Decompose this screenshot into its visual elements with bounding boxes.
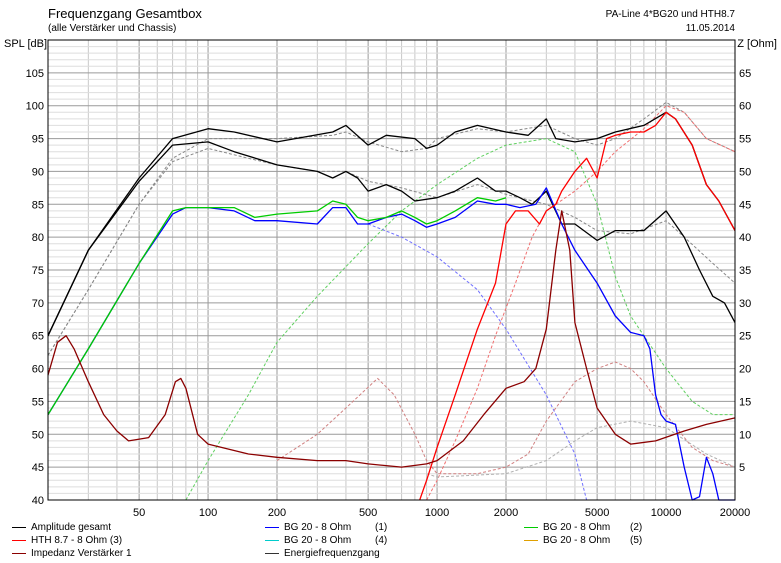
- series-line-lt_blue_dash: [367, 223, 588, 501]
- legend: Amplitude gesamt BG 20 - 8 Ohm (1) BG 20 …: [0, 519, 781, 563]
- legend-label: Amplitude gesamt: [31, 522, 112, 533]
- y-left-tick-label: 75: [32, 265, 44, 277]
- series-line-grey_dash_b: [47, 147, 736, 356]
- y-left-tick-label: 105: [26, 68, 44, 80]
- legend-item: Impedanz Verstärker 1: [12, 548, 132, 559]
- legend-item: HTH 8.7 - 8 Ohm (3): [12, 535, 122, 546]
- legend-item: Amplitude gesamt: [12, 522, 111, 533]
- x-tick-label: 100: [199, 507, 217, 519]
- x-tick-label: 5000: [585, 507, 609, 519]
- x-tick-label: 1000: [425, 507, 449, 519]
- legend-swatch: [265, 539, 279, 541]
- legend-label: HTH 8.7 - 8 Ohm (3): [31, 535, 123, 546]
- y-left-tick-label: 40: [32, 495, 44, 507]
- x-tick-label: 2000: [494, 507, 518, 519]
- series-line-lt_green_dash: [185, 138, 735, 501]
- legend-swatch: [12, 526, 26, 528]
- legend-item: BG 20 - 8 Ohm (2): [524, 522, 654, 533]
- y-left-tick-label: 65: [32, 331, 44, 343]
- y-right-tick-label: 25: [739, 331, 751, 343]
- legend-item: Energiefrequenzgang: [265, 548, 380, 559]
- x-tick-label: 50: [133, 507, 145, 519]
- series-line-amp_total_2: [47, 141, 736, 336]
- series-line-pink_dash_imp: [276, 361, 736, 475]
- y-left-tick-label: 50: [32, 429, 44, 441]
- series-line-hth87: [419, 111, 736, 501]
- y-left-tick-label: 70: [32, 298, 44, 310]
- x-tick-label: 200: [268, 507, 286, 519]
- y-left-tick-label: 55: [32, 396, 44, 408]
- legend-label: Energiefrequenzgang: [284, 548, 380, 559]
- y-right-tick-label: 20: [739, 364, 751, 376]
- y-right-tick-label: 55: [739, 134, 751, 146]
- series-line-lt_red_dash: [426, 105, 736, 501]
- legend-swatch: [265, 526, 279, 528]
- axis-labels: 50 100 200 500 1000 2000 5000 10000 20000 40 45 50 5…: [4, 38, 777, 519]
- y-left-tick-label: 45: [32, 462, 44, 474]
- legend-label: BG 20 - 8 Ohm: [284, 535, 352, 546]
- y-left-tick-label: 90: [32, 166, 44, 178]
- chart-info-line1: PA-Line 4*BG20 und HTH8.7: [605, 9, 735, 20]
- plot-frame: [47, 39, 736, 501]
- frequency-response-plot: 50 100 200 500 1000 2000 5000 10000 20000 40 45 50 5…: [4, 38, 777, 519]
- legend-item: BG 20 - 8 Ohm (1): [265, 522, 395, 533]
- y-right-tick-label: 50: [739, 166, 751, 178]
- y-right-tick-label: 15: [739, 396, 751, 408]
- legend-swatch: [12, 539, 26, 541]
- series-line-bg20_1: [47, 187, 735, 501]
- y-right-tick-label: 30: [739, 298, 751, 310]
- y-left-tick-label: 80: [32, 232, 44, 244]
- y-right-tick-label: 65: [739, 68, 751, 80]
- legend-label: BG 20 - 8 Ohm: [543, 535, 611, 546]
- series-line-grey_dash_low: [426, 420, 736, 478]
- y-right-tick-label: 40: [739, 232, 751, 244]
- legend-label: Impedanz Verstärker 1: [31, 548, 132, 559]
- legend-index: (2): [630, 522, 643, 533]
- y-right-tick-label: 35: [739, 265, 751, 277]
- y-left-axis-title: SPL [dB]: [4, 38, 47, 50]
- plot-grid: [48, 40, 735, 500]
- legend-item: BG 20 - 8 Ohm (5): [524, 535, 654, 546]
- y-left-tick-label: 95: [32, 134, 44, 146]
- legend-swatch: [12, 552, 26, 554]
- legend-index: (1): [375, 522, 388, 533]
- chart-info-line2: 11.05.2014: [685, 23, 735, 34]
- chart-title: Frequenzgang Gesamtbox: [48, 6, 202, 21]
- y-right-axis-title: Z [Ohm]: [737, 38, 777, 50]
- x-tick-label: 10000: [651, 507, 682, 519]
- legend-index: (4): [375, 535, 388, 546]
- legend-item: BG 20 - 8 Ohm (4): [265, 535, 395, 546]
- series-line-impedanz: [47, 210, 736, 468]
- y-left-tick-label: 100: [26, 101, 44, 113]
- legend-label: BG 20 - 8 Ohm: [284, 522, 352, 533]
- y-left-tick-label: 60: [32, 364, 44, 376]
- x-tick-label: 500: [359, 507, 377, 519]
- legend-index: (5): [630, 535, 643, 546]
- y-right-tick-label: 45: [739, 199, 751, 211]
- y-right-tick-label: 10: [739, 429, 751, 441]
- chart-subtitle: (alle Verstärker und Chassis): [48, 23, 177, 34]
- legend-label: BG 20 - 8 Ohm: [543, 522, 611, 533]
- y-right-tick-label: 5: [739, 462, 745, 474]
- legend-swatch: [524, 539, 538, 541]
- y-left-tick-label: 85: [32, 199, 44, 211]
- x-tick-label: 20000: [720, 507, 751, 519]
- plot-series: [47, 101, 736, 501]
- legend-swatch: [524, 526, 538, 528]
- legend-swatch: [265, 552, 279, 554]
- series-line-bg20_2: [47, 197, 507, 415]
- y-right-tick-label: 60: [739, 101, 751, 113]
